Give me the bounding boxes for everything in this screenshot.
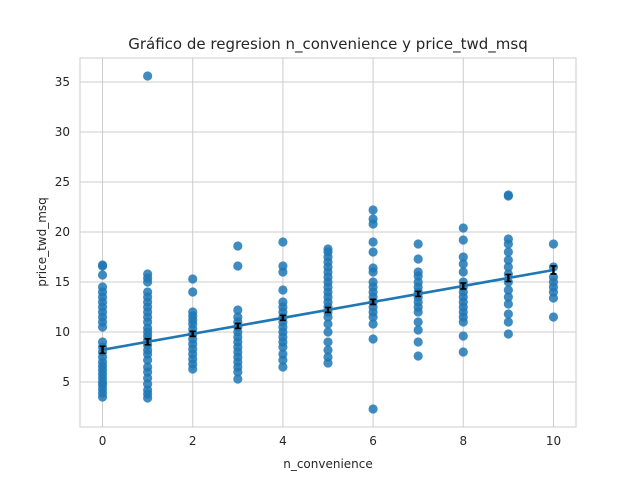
scatter-point [458,347,468,357]
scatter-point [503,329,513,339]
scatter-point [323,244,333,254]
scatter-point [368,205,378,215]
x-tick-label: 6 [369,434,377,448]
scatter-point [368,237,378,247]
scatter-point [323,319,333,329]
scatter-point [143,71,153,81]
scatter-point [368,277,378,287]
scatter-point [413,325,423,335]
scatter-point [368,263,378,273]
scatter-point [458,259,468,269]
scatter-point [233,312,243,322]
scatter-point [97,260,108,270]
scatter-point [503,285,513,295]
scatter-point [413,239,423,249]
scatter-point [503,292,513,302]
scatter-point [503,247,513,257]
scatter-point [143,287,153,297]
scatter-point [548,312,559,322]
scatter-point [458,235,468,245]
y-tick-label: 15 [55,275,70,289]
y-tick-label: 30 [55,125,70,139]
scatter-point [503,309,513,319]
y-tick-label: 35 [55,75,70,89]
scatter-point [143,269,153,279]
x-tick-label: 2 [189,434,197,448]
scatter-point [323,327,333,337]
scatter-point [143,362,153,372]
scatter-point [458,223,468,233]
scatter-point [413,267,423,277]
scatter-point [413,337,423,347]
x-tick-label: 8 [459,434,467,448]
scatter-point [368,319,378,329]
scatter-point [278,237,288,247]
scatter-point [323,352,333,362]
y-tick-label: 25 [55,175,70,189]
scatter-point [278,297,288,307]
scatter-point [548,239,559,249]
confidence-intervals [99,265,557,355]
scatter-point [368,334,378,344]
scatter-point [188,274,198,284]
scatter-point [368,214,378,224]
y-axis-label: price_twd_msq [35,197,49,287]
scatter-point [413,351,423,361]
scatter-point [278,349,288,359]
scatter-point [503,190,513,200]
scatter-point [503,317,513,327]
x-tick-label: 0 [99,434,107,448]
scatter-point [233,261,243,271]
scatter-point [503,234,513,244]
scatter-point [323,337,333,347]
y-tick-label: 5 [62,375,70,389]
y-axis-ticks: 5 10 15 20 25 30 35 [55,75,70,389]
scatter-point [233,374,243,384]
scatter-point [368,404,378,414]
x-axis-label: n_convenience [283,457,373,471]
scatter-point [458,252,468,262]
scatter-point [458,267,468,277]
scatter-point [188,307,198,317]
scatter-point [413,254,423,264]
scatter-point [278,362,288,372]
scatter-point [233,241,243,251]
plot-frame [79,57,577,428]
scatter-point [368,247,378,257]
scatter-point [278,261,288,271]
scatter-point [503,262,513,272]
scatter-point [97,337,108,347]
grid [80,58,576,427]
x-tick-label: 4 [279,434,287,448]
scatter-point [97,270,108,280]
y-tick-label: 10 [55,325,70,339]
x-axis-ticks: 0 2 4 6 8 10 [99,434,561,448]
scatter-point [413,317,423,327]
x-tick-label: 10 [546,434,561,448]
scatter-point [233,305,243,315]
scatter-point [97,282,108,292]
scatter-point [188,287,198,297]
scatter-points [97,71,559,414]
y-tick-label: 20 [55,225,70,239]
chart-title: Gráfico de regresion n_convenience y pri… [128,35,528,54]
scatter-point [458,331,468,341]
scatter-point [323,345,333,355]
scatter-point [503,299,513,309]
scatter-point [503,255,513,265]
scatter-point [278,285,288,295]
